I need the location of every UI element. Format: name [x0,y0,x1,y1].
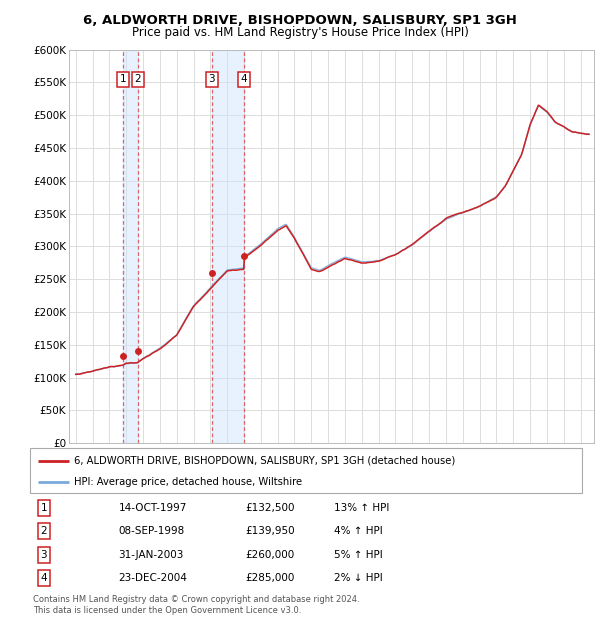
Text: 31-JAN-2003: 31-JAN-2003 [118,550,184,560]
Bar [122,50,138,443]
Text: 4: 4 [40,573,47,583]
Text: 14-OCT-1997: 14-OCT-1997 [118,503,187,513]
Text: HPI: Average price, detached house, Wiltshire: HPI: Average price, detached house, Wilt… [74,477,302,487]
Text: 08-SEP-1998: 08-SEP-1998 [118,526,185,536]
Text: 2: 2 [40,526,47,536]
Text: 6, ALDWORTH DRIVE, BISHOPDOWN, SALISBURY, SP1 3GH: 6, ALDWORTH DRIVE, BISHOPDOWN, SALISBURY… [83,14,517,27]
Text: 4: 4 [241,74,247,84]
Text: 13% ↑ HPI: 13% ↑ HPI [334,503,389,513]
Text: £260,000: £260,000 [246,550,295,560]
Text: 3: 3 [208,74,215,84]
Text: 23-DEC-2004: 23-DEC-2004 [118,573,187,583]
Text: 2: 2 [134,74,141,84]
Text: Contains HM Land Registry data © Crown copyright and database right 2024.: Contains HM Land Registry data © Crown c… [33,595,359,604]
Text: £139,950: £139,950 [245,526,295,536]
Text: 5% ↑ HPI: 5% ↑ HPI [334,550,382,560]
Text: 1: 1 [40,503,47,513]
Text: This data is licensed under the Open Government Licence v3.0.: This data is licensed under the Open Gov… [33,606,301,616]
Bar [212,50,244,443]
Text: 3: 3 [40,550,47,560]
Text: £285,000: £285,000 [245,573,295,583]
Text: 1: 1 [119,74,126,84]
Text: 6, ALDWORTH DRIVE, BISHOPDOWN, SALISBURY, SP1 3GH (detached house): 6, ALDWORTH DRIVE, BISHOPDOWN, SALISBURY… [74,456,455,466]
Text: £132,500: £132,500 [245,503,295,513]
Text: Price paid vs. HM Land Registry's House Price Index (HPI): Price paid vs. HM Land Registry's House … [131,26,469,39]
Text: 4% ↑ HPI: 4% ↑ HPI [334,526,382,536]
Text: 2% ↓ HPI: 2% ↓ HPI [334,573,382,583]
